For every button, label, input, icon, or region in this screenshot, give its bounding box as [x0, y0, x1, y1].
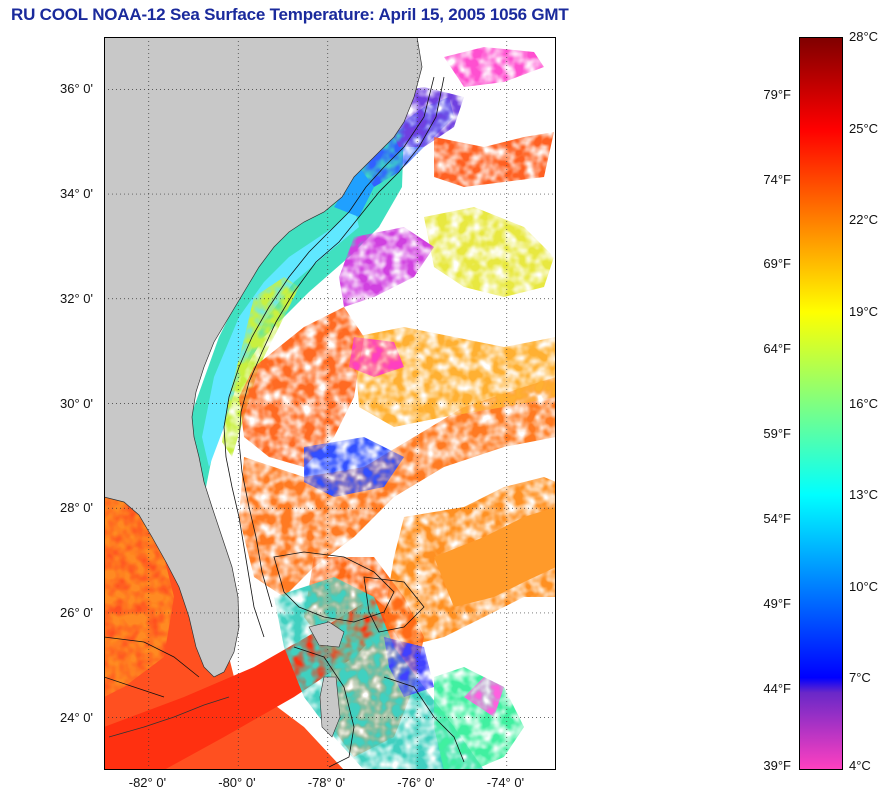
colorbar-fahrenheit-label: 79°F — [763, 86, 791, 102]
colorbar-fahrenheit-label: 59°F — [763, 426, 791, 442]
colorbar-celsius-label: 13°C — [849, 487, 879, 503]
sargasso-large — [434, 507, 556, 607]
colorbar-fahrenheit-label: 39°F — [763, 758, 791, 773]
colorbar-celsius-label: 7°C — [849, 670, 871, 686]
colorbar-fahrenheit-label: 64°F — [763, 341, 791, 357]
longitude-label: -74° 0' — [486, 775, 525, 790]
graticule — [104, 37, 556, 770]
colorbar-celsius-label: 4°C — [849, 758, 871, 773]
longitude-label: -78° 0' — [307, 775, 346, 790]
mid-ocean-mixed — [354, 327, 556, 427]
latitude-label: 26° 0' — [60, 604, 93, 620]
longitude-label: -82° 0' — [128, 775, 167, 790]
colorbar-celsius-label: 19°C — [849, 303, 879, 319]
pink-patch — [349, 337, 404, 377]
colorbar-celsius-label: 25°C — [849, 120, 879, 136]
bathymetry-contours — [104, 76, 465, 768]
colorbar-fahrenheit-label: 69°F — [763, 256, 791, 272]
colorbar-celsius-label: 10°C — [849, 578, 879, 594]
shelf-cyan-band — [202, 207, 359, 467]
longitude-label: -80° 0' — [218, 775, 256, 790]
colorbar-celsius-label: 22°C — [849, 212, 879, 228]
cold-filaments — [339, 227, 434, 307]
nc-cyan-water — [334, 167, 374, 217]
colorbar-fahrenheit-label: 49°F — [763, 595, 791, 611]
colorbar-fahrenheit-label: 44°F — [763, 680, 791, 696]
latitude-label: 30° 0' — [60, 395, 93, 411]
land-bahamas-north — [308, 621, 345, 648]
top-gulf-stream — [434, 132, 554, 187]
colorbar-fahrenheit-label: 54°F — [763, 510, 791, 526]
sst-map — [104, 37, 556, 770]
land-keys — [108, 696, 230, 738]
colorbar-celsius-label: 16°C — [849, 395, 879, 411]
longitude-label: -76° 0' — [397, 775, 435, 790]
gulf-stream-offshore — [239, 377, 556, 597]
latitude-label: 34° 0' — [60, 186, 93, 202]
colorbar-celsius-label: 28°C — [849, 29, 879, 44]
bahamas-blue — [384, 637, 434, 697]
latitude-label: 28° 0' — [60, 500, 93, 516]
latitude-label: 36° 0' — [60, 81, 93, 97]
latitude-label: 24° 0' — [60, 709, 93, 725]
colorbar-fahrenheit-label: 74°F — [763, 171, 791, 187]
latitude-label: 32° 0' — [60, 290, 93, 306]
map-title: RU COOL NOAA-12 Sea Surface Temperature:… — [11, 5, 569, 24]
east-scattered — [464, 677, 504, 717]
ne-pink — [444, 47, 544, 87]
land-southeast-us — [104, 37, 423, 678]
temperature-colorbar — [799, 37, 843, 770]
eddy-north — [424, 207, 554, 297]
land-andros — [319, 676, 341, 738]
offshore-warm-water — [239, 307, 364, 467]
blue-patches — [304, 437, 404, 497]
